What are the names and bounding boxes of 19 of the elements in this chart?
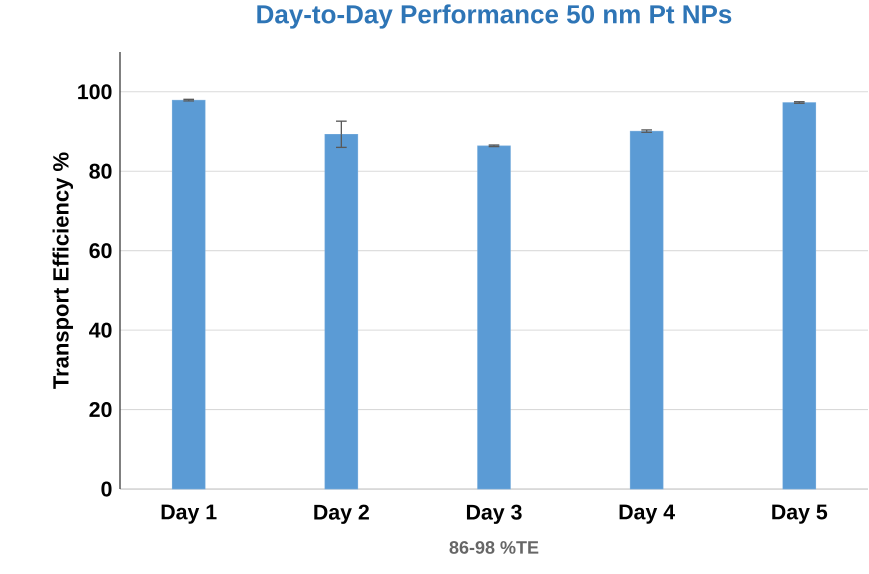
y-tick-label: 40 bbox=[89, 322, 112, 338]
bar bbox=[172, 100, 206, 490]
bar bbox=[477, 146, 511, 490]
y-tick-label: 20 bbox=[89, 402, 112, 418]
y-tick-label: 100 bbox=[78, 84, 112, 100]
x-tick-label: Day 5 bbox=[772, 504, 828, 524]
y-axis-title: Transport Efficiency % bbox=[52, 152, 74, 389]
chart-title: Day-to-Day Performance 50 nm Pt NPs bbox=[257, 4, 732, 29]
y-tick-label: 0 bbox=[101, 481, 112, 497]
x-axis-title: 86-98 %TE bbox=[450, 541, 538, 554]
x-tick-label: Day 2 bbox=[314, 504, 369, 524]
x-tick-label: Day 4 bbox=[620, 504, 675, 524]
x-tick-label: Day 1 bbox=[162, 504, 217, 524]
bar bbox=[324, 134, 358, 490]
x-tick-label: Day 3 bbox=[466, 504, 522, 524]
bar bbox=[630, 130, 664, 490]
y-tick-label: 80 bbox=[89, 164, 112, 179]
bar bbox=[782, 102, 816, 490]
y-tick-label: 60 bbox=[89, 243, 112, 258]
